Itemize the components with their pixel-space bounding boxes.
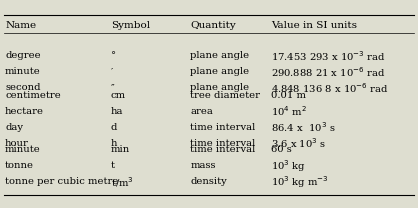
Text: 290.888 21 x 10$^{-6}$ rad: 290.888 21 x 10$^{-6}$ rad [271, 65, 385, 79]
Text: ha: ha [111, 106, 123, 115]
Text: mass: mass [190, 161, 216, 171]
Text: hour: hour [5, 139, 29, 147]
Text: Symbol: Symbol [111, 21, 150, 30]
Text: second: second [5, 83, 41, 93]
Text: 0.01 m: 0.01 m [271, 90, 306, 99]
Text: 10$^{3}$ kg: 10$^{3}$ kg [271, 158, 306, 174]
Text: centimetre: centimetre [5, 90, 61, 99]
Text: day: day [5, 123, 23, 131]
Text: hectare: hectare [5, 106, 44, 115]
Text: plane angle: plane angle [190, 52, 249, 61]
Text: 4.848 136 8 x 10$^{-6}$ rad: 4.848 136 8 x 10$^{-6}$ rad [271, 81, 388, 95]
Text: tonne: tonne [5, 161, 34, 171]
Text: min: min [111, 146, 130, 155]
Text: tree diameter: tree diameter [190, 90, 260, 99]
Text: Name: Name [5, 21, 36, 30]
Text: 60 s: 60 s [271, 146, 292, 155]
Text: cm: cm [111, 90, 126, 99]
Text: 10$^{4}$ m$^{2}$: 10$^{4}$ m$^{2}$ [271, 104, 307, 118]
Text: minute: minute [5, 146, 41, 155]
Text: 86.4 x  10$^{3}$ s: 86.4 x 10$^{3}$ s [271, 120, 336, 134]
Text: tonne per cubic metre: tonne per cubic metre [5, 177, 118, 187]
Text: plane angle: plane angle [190, 83, 249, 93]
Text: °: ° [111, 52, 116, 61]
Text: Value in SI units: Value in SI units [271, 21, 357, 30]
Text: density: density [190, 177, 227, 187]
Text: ″: ″ [111, 83, 115, 93]
Text: area: area [190, 106, 213, 115]
Text: time interval: time interval [190, 139, 255, 147]
Text: minute: minute [5, 68, 41, 77]
Text: 10$^{3}$ kg m$^{-3}$: 10$^{3}$ kg m$^{-3}$ [271, 174, 329, 190]
Text: h: h [111, 139, 117, 147]
Text: time interval: time interval [190, 146, 255, 155]
Text: t: t [111, 161, 115, 171]
Text: ′: ′ [111, 68, 113, 77]
Text: time interval: time interval [190, 123, 255, 131]
Text: Quantity: Quantity [190, 21, 236, 30]
Text: 17.453 293 x 10$^{-3}$ rad: 17.453 293 x 10$^{-3}$ rad [271, 49, 385, 63]
Text: 3.6 x 10$^{3}$ s: 3.6 x 10$^{3}$ s [271, 136, 326, 150]
Text: degree: degree [5, 52, 41, 61]
Text: plane angle: plane angle [190, 68, 249, 77]
Text: d: d [111, 123, 117, 131]
Text: t/m$^{3}$: t/m$^{3}$ [111, 175, 134, 189]
